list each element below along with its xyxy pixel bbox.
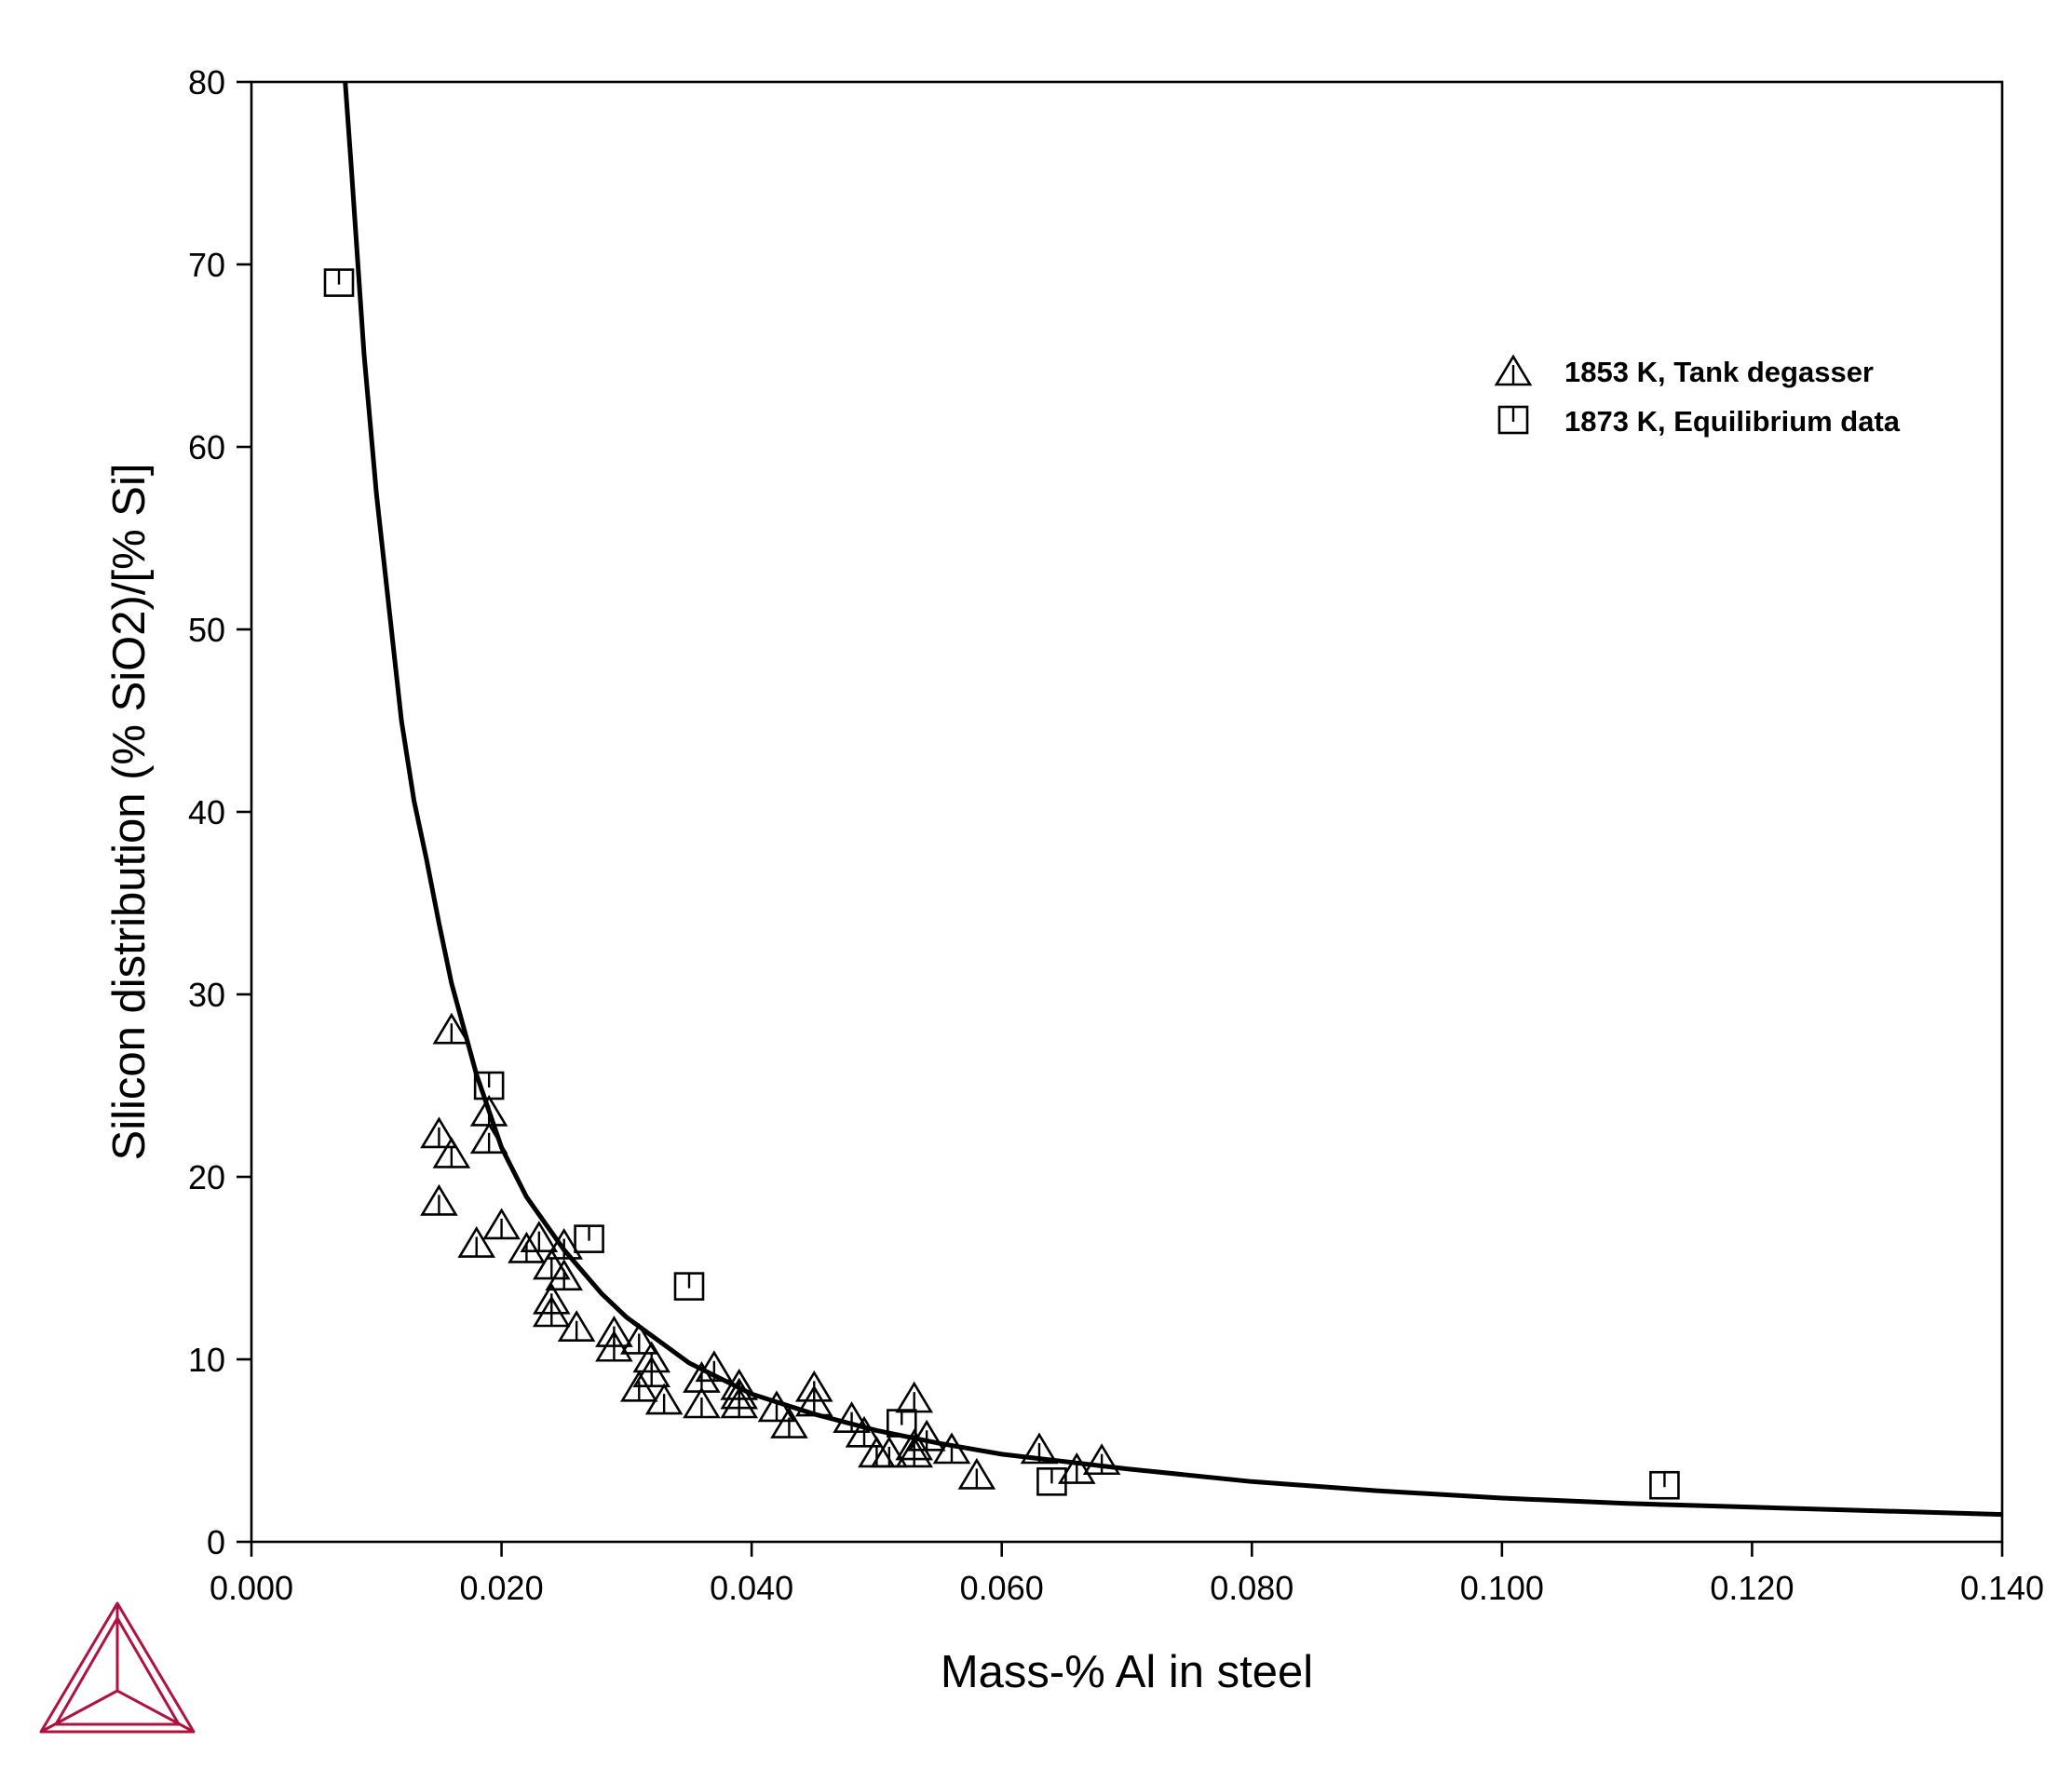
- y-tick-label: 0: [207, 1523, 225, 1561]
- data-points-layer: [323, 268, 1680, 1500]
- triangle-data-point: [720, 1386, 759, 1419]
- triangle-data-point: [532, 1248, 571, 1280]
- triangle-data-point: [695, 1350, 734, 1383]
- triangle-data-point: [432, 1012, 471, 1045]
- legend-label-tank-degasser: 1853 K, Tank degasser: [1564, 356, 1874, 388]
- plot-frame: [250, 80, 2004, 1544]
- x-tick-label: 0.000: [210, 1569, 293, 1607]
- legend-triangle-marker: [1494, 354, 1533, 386]
- y-tick-label: 40: [188, 793, 225, 831]
- triangle-data-point: [870, 1436, 909, 1468]
- square-data-point: [1649, 1470, 1680, 1500]
- legend: 1853 K, Tank degasser 1873 K, Equilibriu…: [1494, 354, 1901, 438]
- y-axis-ticks: 0 10 20 30 40 50 60 70 80: [188, 63, 251, 1561]
- triangle-data-point: [619, 1370, 658, 1402]
- y-tick-label: 10: [188, 1341, 225, 1379]
- fit-curve-layer: [343, 81, 2003, 1518]
- triangle-data-point: [957, 1457, 996, 1490]
- square-data-point: [574, 1224, 604, 1253]
- triangle-data-point: [557, 1310, 596, 1342]
- square-data-point: [1036, 1467, 1067, 1496]
- y-axis-title: Silicon distribution (% SiO2)/[% Si]: [104, 464, 155, 1161]
- triangle-data-point: [683, 1386, 721, 1419]
- x-tick-label: 0.020: [460, 1569, 544, 1607]
- square-data-point: [673, 1272, 705, 1301]
- y-tick-label: 80: [188, 63, 225, 101]
- thermo-calc-logo-icon: [39, 1601, 196, 1734]
- triangle-data-point: [845, 1415, 884, 1448]
- triangle-data-point: [532, 1295, 571, 1328]
- legend-triangle-glyph: [1494, 354, 1533, 386]
- x-tick-label: 0.080: [1210, 1569, 1293, 1607]
- triangle-data-point: [545, 1227, 584, 1260]
- logo-inner-triangle: [54, 1616, 181, 1726]
- x-axis-ticks: 0.000 0.020 0.040 0.060 0.080 0.100 0.120 0.140: [210, 1542, 2044, 1607]
- triangle-data-point: [469, 1094, 508, 1127]
- triangle-data-point: [469, 1122, 508, 1155]
- y-tick-label: 60: [188, 428, 225, 466]
- triangle-data-point: [770, 1407, 808, 1438]
- triangle-data-point: [895, 1381, 934, 1413]
- y-tick-label: 20: [188, 1158, 225, 1196]
- triangle-data-point: [757, 1390, 796, 1423]
- triangle-data-point: [1057, 1452, 1096, 1484]
- legend-square-glyph: [1497, 405, 1529, 435]
- logo-outer-triangle: [39, 1601, 196, 1734]
- triangle-data-point: [932, 1432, 971, 1465]
- logo-edge: [40, 1689, 118, 1734]
- x-tick-label: 0.140: [1960, 1569, 2044, 1607]
- triangle-data-point: [1082, 1443, 1121, 1476]
- triangle-data-point: [1020, 1432, 1059, 1465]
- triangle-data-point: [420, 1183, 458, 1216]
- fit-curve: [343, 81, 2003, 1518]
- legend-square-marker: [1497, 405, 1529, 435]
- legend-label-equilibrium: 1873 K, Equilibrium data: [1564, 405, 1901, 438]
- x-tick-label: 0.060: [960, 1569, 1044, 1607]
- triangle-data-point: [794, 1384, 833, 1417]
- y-tick-label: 70: [188, 246, 225, 284]
- square-data-point: [886, 1409, 917, 1438]
- y-tick-label: 50: [188, 611, 225, 649]
- x-tick-label: 0.040: [710, 1569, 793, 1607]
- triangle-data-point: [632, 1356, 671, 1387]
- y-tick-label: 30: [188, 976, 225, 1014]
- triangle-data-point: [644, 1383, 684, 1415]
- x-tick-label: 0.100: [1460, 1569, 1544, 1607]
- triangle-data-point: [482, 1208, 521, 1240]
- triangle-data-point: [520, 1221, 559, 1252]
- triangle-data-point: [619, 1322, 658, 1355]
- logo-edge: [116, 1689, 195, 1734]
- triangle-data-point: [420, 1116, 458, 1149]
- triangle-data-point: [595, 1330, 633, 1362]
- square-data-point: [323, 268, 355, 297]
- x-axis-title: Mass-% Al in steel: [941, 1647, 1313, 1697]
- triangle-data-point: [432, 1136, 471, 1168]
- x-tick-label: 0.120: [1710, 1569, 1794, 1607]
- triangle-data-point: [907, 1419, 946, 1452]
- triangle-data-point: [545, 1259, 584, 1291]
- square-data-point: [473, 1071, 505, 1101]
- triangle-data-point: [457, 1225, 496, 1258]
- triangle-data-point: [833, 1401, 871, 1433]
